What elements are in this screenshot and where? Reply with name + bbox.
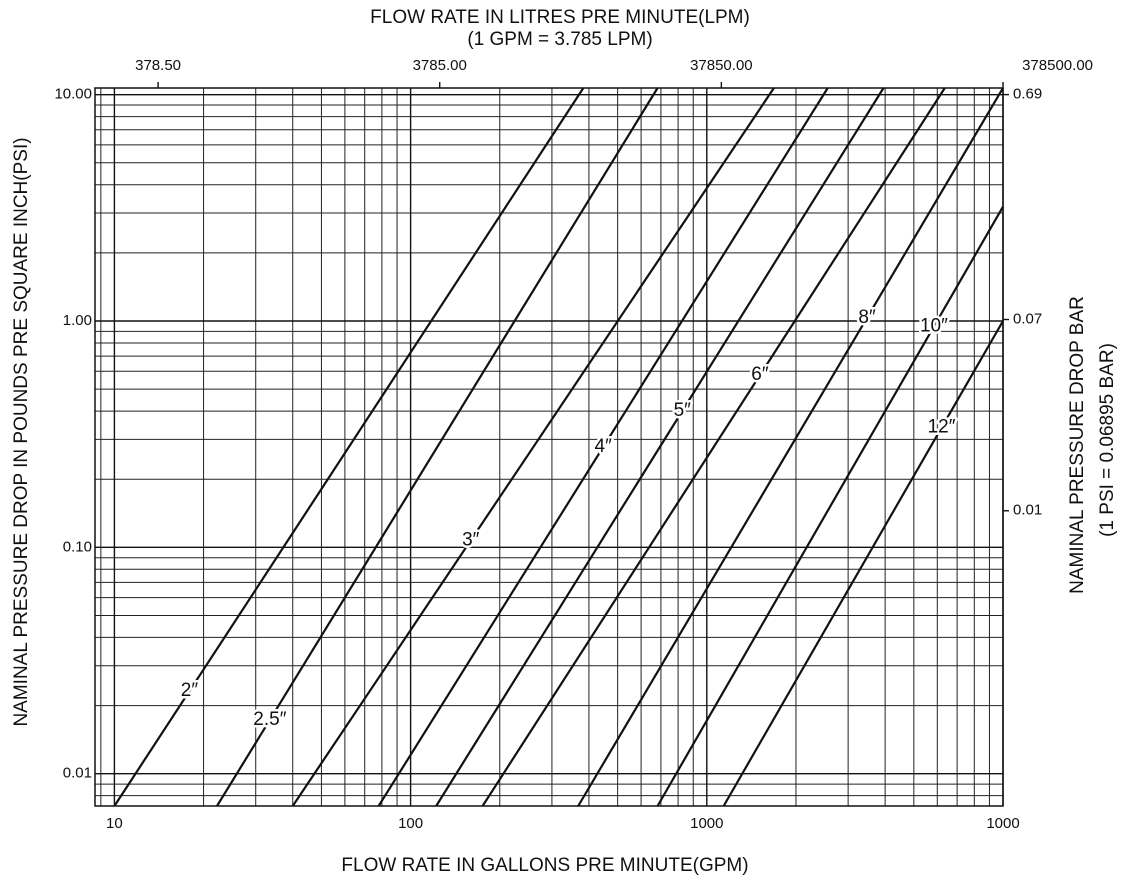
x-tick-label: 1000 bbox=[690, 815, 723, 832]
series-label: 2″ bbox=[181, 680, 199, 701]
plot-frame bbox=[94, 87, 1004, 807]
series-line bbox=[435, 87, 885, 807]
x-axis-title: FLOW RATE IN GALLONS PRE MINUTE(GPM) bbox=[341, 855, 748, 876]
series-label: 10″ bbox=[920, 316, 948, 337]
series-label: 4″ bbox=[595, 436, 613, 457]
series-line bbox=[577, 87, 1004, 807]
x-tick-label: 1000 bbox=[986, 815, 1019, 832]
series-line bbox=[656, 206, 1004, 807]
y2-tick-label: 0.01 bbox=[1013, 502, 1042, 519]
series-line bbox=[722, 320, 1004, 807]
series-line bbox=[113, 87, 585, 807]
x-tick-label: 10 bbox=[106, 815, 123, 832]
y-axis-title: NAMINAL PRESSURE DROP IN POUNDS PRE SQUA… bbox=[11, 137, 32, 726]
series-label: 5″ bbox=[674, 400, 692, 421]
x2-tick-label: 378500.00 bbox=[1022, 57, 1093, 74]
y-tick-label: 0.10 bbox=[63, 538, 92, 555]
series-label: 3″ bbox=[462, 529, 480, 550]
y-tick-label: 10.00 bbox=[54, 86, 92, 103]
series-label: 12″ bbox=[928, 417, 956, 438]
top-axis-subtitle: (1 GPM = 3.785 LPM) bbox=[467, 29, 652, 50]
series-label: 2.5″ bbox=[253, 709, 286, 730]
y2-axis-title: NAMINAL PRESSURE DROP BAR bbox=[1067, 296, 1088, 594]
series-line bbox=[291, 87, 775, 807]
series-label: 6″ bbox=[751, 364, 769, 385]
x2-tick-label: 3785.00 bbox=[413, 57, 467, 74]
y-tick-label: 0.01 bbox=[63, 765, 92, 782]
y2-tick-label: 0.07 bbox=[1013, 310, 1042, 327]
y2-tick-label: 0.69 bbox=[1013, 86, 1042, 103]
series-line bbox=[216, 87, 659, 807]
x-tick-label: 100 bbox=[398, 815, 423, 832]
series-line bbox=[481, 87, 946, 807]
top-axis-title: FLOW RATE IN LITRES PRE MINUTE(LPM) bbox=[370, 7, 750, 28]
series-label: 8″ bbox=[858, 307, 876, 328]
y-tick-label: 1.00 bbox=[63, 312, 92, 329]
x2-tick-label: 378.50 bbox=[135, 57, 181, 74]
y2-axis-subtitle: (1 PSI = 0.06895 BAR) bbox=[1097, 343, 1118, 537]
x2-tick-label: 37850.00 bbox=[690, 57, 753, 74]
series-line bbox=[377, 87, 829, 807]
